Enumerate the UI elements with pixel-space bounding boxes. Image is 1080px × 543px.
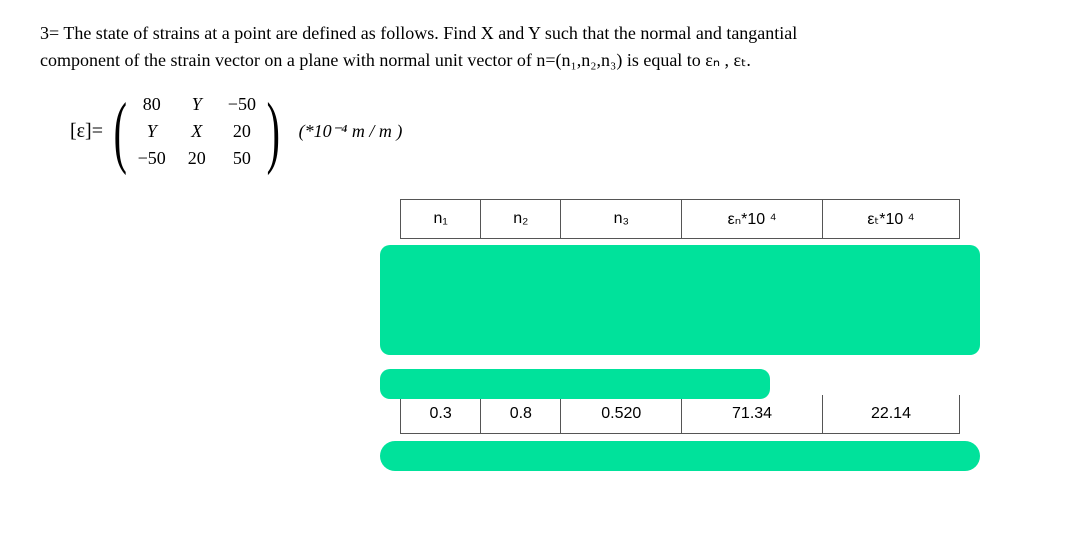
matrix-lhs: [ε]= (70, 120, 103, 143)
m-2-1: 20 (188, 148, 206, 169)
highlight-cover (380, 245, 980, 355)
table-row-visible: 0.3 0.8 0.520 71.34 22.14 (401, 395, 960, 434)
left-paren: ( (114, 96, 127, 168)
col-n3: n₃ (561, 200, 682, 239)
col-et: εₜ*10 ⁴ (822, 200, 959, 239)
m-2-2: 50 (228, 148, 256, 169)
right-paren: ) (267, 96, 280, 168)
m-0-2: −50 (228, 94, 256, 115)
problem-line2: component of the strain vector on a plan… (40, 50, 751, 70)
m-2-0: −50 (138, 148, 166, 169)
cell-et: 22.14 (822, 395, 959, 434)
matrix-grid: 80 Y −50 Y X 20 −50 20 50 (134, 94, 260, 169)
cell-n2: 0.8 (481, 395, 561, 434)
col-en: εₙ*10 ⁴ (682, 200, 823, 239)
highlight-cover (380, 369, 770, 399)
table-header-row: n₁ n₂ n₃ εₙ*10 ⁴ εₜ*10 ⁴ (401, 200, 960, 239)
matrix-unit: (*10⁻⁴ m / m ) (299, 121, 403, 142)
m-0-0: 80 (138, 94, 166, 115)
results-table-zone: n₁ n₂ n₃ εₙ*10 ⁴ εₜ*10 ⁴ 0.3 0.8 0.520 7… (400, 199, 960, 459)
problem-statement: 3= The state of strains at a point are d… (40, 20, 1040, 74)
col-n2: n₂ (481, 200, 561, 239)
m-1-2: 20 (228, 121, 256, 142)
highlight-cover (380, 441, 980, 471)
cell-en: 71.34 (682, 395, 823, 434)
m-1-1: X (188, 121, 206, 142)
col-n1: n₁ (401, 200, 481, 239)
cell-n3: 0.520 (561, 395, 682, 434)
matrix-parentheses: ( 80 Y −50 Y X 20 −50 20 50 ) (107, 94, 287, 169)
strain-matrix-equation: [ε]= ( 80 Y −50 Y X 20 −50 20 50 ) (*10⁻… (70, 94, 1040, 169)
problem-line1: 3= The state of strains at a point are d… (40, 23, 797, 43)
cell-n1: 0.3 (401, 395, 481, 434)
m-1-0: Y (138, 121, 166, 142)
m-0-1: Y (188, 94, 206, 115)
